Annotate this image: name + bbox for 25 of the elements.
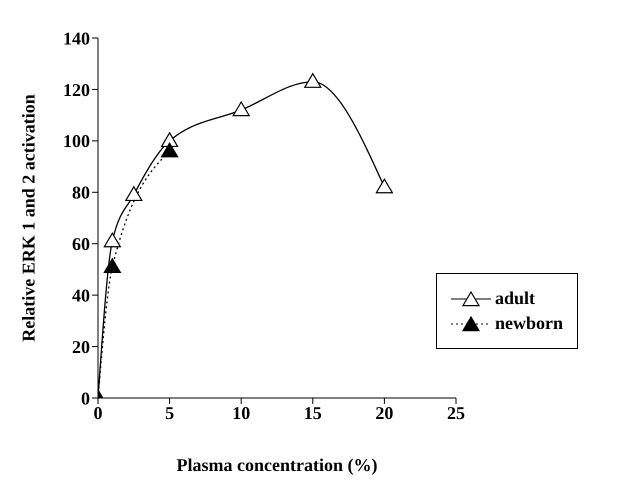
x-axis-title: Plasma concentration (%) (176, 454, 378, 475)
y-tick-label: 20 (72, 336, 90, 357)
point (104, 232, 121, 248)
y-axis-title: Relative ERK 1 and 2 activation (18, 94, 38, 342)
legend-label: adult (494, 288, 536, 309)
x-tick-label: 25 (446, 402, 465, 423)
x-tick-label: 15 (304, 402, 322, 423)
y-tick-label: 140 (63, 28, 90, 48)
point (160, 142, 178, 158)
point (104, 258, 121, 274)
x-tick-label: 20 (375, 402, 394, 423)
point (232, 101, 250, 116)
y-tick-label: 40 (72, 286, 90, 306)
x-tick-label: 5 (165, 402, 174, 423)
x-tick-label: 10 (232, 402, 250, 423)
x-tick-label: 0 (94, 402, 102, 423)
y-tick-label: 60 (72, 234, 90, 254)
legend-label: newborn (494, 313, 563, 334)
y-tick-label: 120 (63, 80, 90, 100)
point (376, 178, 393, 194)
point (125, 186, 142, 202)
y-tick-label: 100 (63, 131, 90, 152)
y-tick-label: 0 (81, 388, 90, 408)
point (304, 73, 322, 88)
y-tick-label: 80 (72, 182, 90, 203)
